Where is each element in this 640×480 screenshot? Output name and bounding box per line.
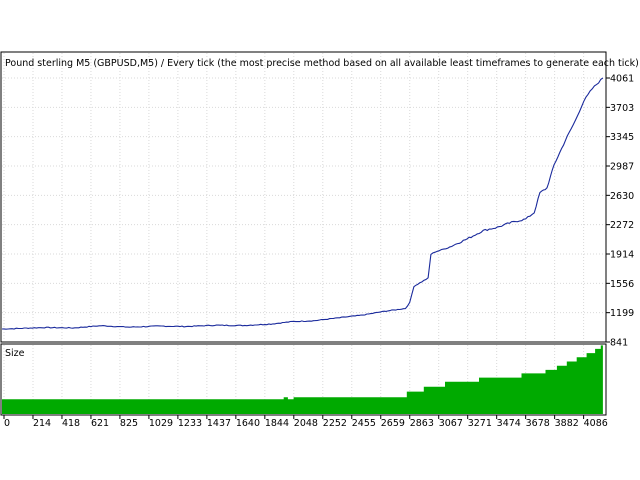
x-tick-label: 214 xyxy=(33,418,51,429)
x-tick-label: 418 xyxy=(62,418,80,429)
y-tick-label: 841 xyxy=(610,338,628,349)
x-tick-label: 2455 xyxy=(352,418,376,429)
size-panel-label: Size xyxy=(5,348,25,359)
size-panel-border xyxy=(0,343,607,416)
y-tick-label: 3703 xyxy=(610,103,634,114)
x-tick-label: 2659 xyxy=(381,418,405,429)
x-tick-label: 0 xyxy=(4,418,10,429)
x-tick-label: 1233 xyxy=(178,418,202,429)
balance-line-group xyxy=(1,77,604,330)
size-area-fill xyxy=(2,345,603,414)
y-tick-label: 2272 xyxy=(610,220,634,231)
x-tick-label: 1437 xyxy=(207,418,231,429)
y-tick-label: 3345 xyxy=(610,132,634,143)
chart-title: Pound sterling M5 (GBPUSD,M5) / Every ti… xyxy=(5,58,640,69)
main-panel-grid xyxy=(2,53,605,343)
x-tick-label: 3271 xyxy=(468,418,492,429)
main-panel-border xyxy=(0,51,607,343)
x-tick-label: 3474 xyxy=(497,418,521,429)
x-tick-label: 3678 xyxy=(526,418,550,429)
y-tick-label: 4061 xyxy=(610,74,634,85)
x-tick-label: 3882 xyxy=(555,418,579,429)
balance-line xyxy=(1,77,604,330)
x-tick-label: 2863 xyxy=(410,418,434,429)
y-tick-label: 2630 xyxy=(610,191,634,202)
x-tick-label: 2048 xyxy=(294,418,318,429)
x-tick-label: 1640 xyxy=(236,418,260,429)
y-tick-label: 1914 xyxy=(610,250,634,261)
x-tick-label: 621 xyxy=(91,418,109,429)
x-tick-label: 1029 xyxy=(149,418,173,429)
x-tick-label: 825 xyxy=(120,418,138,429)
y-tick-label: 1199 xyxy=(610,308,634,319)
x-tick-label: 3067 xyxy=(439,418,463,429)
x-tick-label: 2252 xyxy=(323,418,347,429)
y-tick-label: 1556 xyxy=(610,279,634,290)
x-tick-label: 4086 xyxy=(584,418,608,429)
y-tick-label: 2987 xyxy=(610,162,634,173)
x-tick-label: 1844 xyxy=(265,418,289,429)
x-axis: 0 214 418 621 825 1029 1233 1437 1640 1844 2048 225… xyxy=(3,415,608,429)
size-area xyxy=(2,345,603,414)
y-axis: 4061 3703 3345 2987 2630 2272 1914 1556 1199 841 xyxy=(606,74,634,349)
